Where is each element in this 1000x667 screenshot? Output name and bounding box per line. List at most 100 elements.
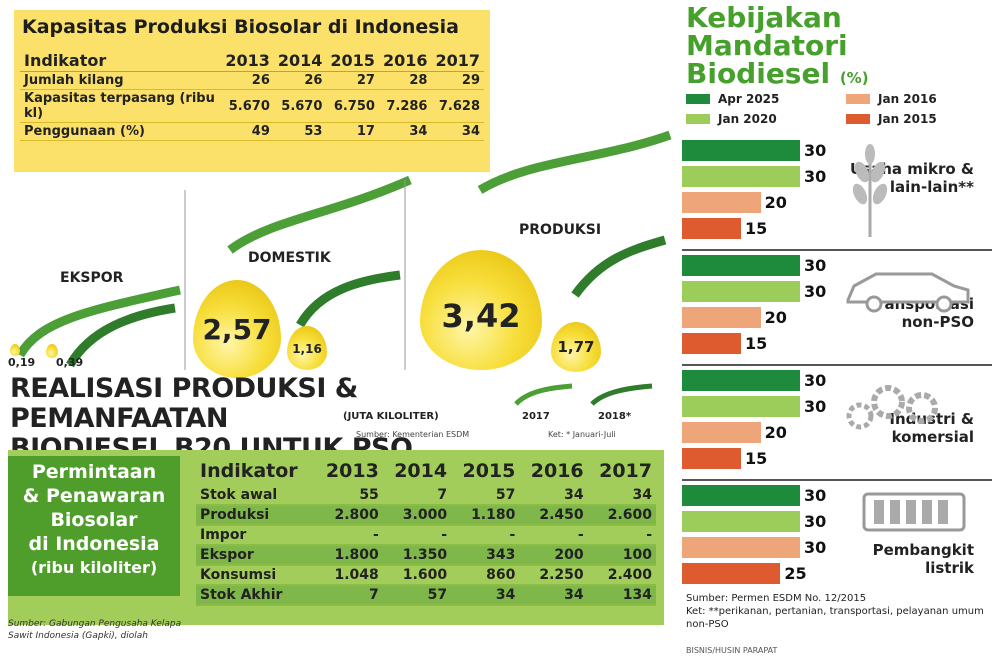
demand-row-value: 55 <box>314 486 383 506</box>
drop-production-2018 <box>551 322 601 372</box>
production-label: PRODUKSI <box>519 222 602 238</box>
demand-row-value: 1.800 <box>314 545 383 566</box>
wheat-icon <box>852 144 888 237</box>
demand-row-value: 100 <box>587 545 656 566</box>
mandatory-title: Kebijakan Mandatori Biodiesel (%) <box>686 4 996 92</box>
hose-production-2017 <box>477 130 672 194</box>
value-domestic-2017: 2,57 <box>202 313 272 346</box>
bar <box>682 396 800 417</box>
bar-value-label: 30 <box>804 538 827 557</box>
demand-table-body: Stok awal 55 7 57 34 34 Produksi 2.800 3.000 1.18… <box>196 486 656 606</box>
demand-row-value: - <box>587 525 656 546</box>
demand-row-value: - <box>519 525 588 546</box>
demand-row-value: 2.600 <box>587 505 656 526</box>
legend-nozzle-2017-icon <box>514 383 573 406</box>
demand-row: Produksi 2.800 3.000 1.180 2.450 2.600 <box>196 505 656 526</box>
legend-2017: 2017 <box>522 411 550 422</box>
demand-row-value: 860 <box>451 565 520 586</box>
demand-row-label: Ekspor <box>196 545 315 566</box>
demand-row-value: 34 <box>587 486 656 506</box>
capacity-row: Penggunaan (%) 49 53 17 34 34 <box>20 122 484 141</box>
bar <box>682 370 800 391</box>
credit: BISNIS/HUSIN PARAPAT <box>686 646 778 655</box>
mandatory-title-line2: Mandatori <box>686 29 848 62</box>
capacity-header-cell: 2013 <box>221 50 274 72</box>
bar-value-label: 30 <box>804 512 827 531</box>
demand-row-value: 34 <box>519 585 588 606</box>
bar <box>682 485 800 506</box>
capacity-row-value: 34 <box>378 122 432 141</box>
bar <box>682 511 800 532</box>
legend-swatch <box>846 114 870 124</box>
capacity-row: Jumlah kilang 26 26 27 28 29 <box>20 71 484 90</box>
demand-title-line: Permintaan <box>31 461 157 483</box>
capacity-row-label: Jumlah kilang <box>20 71 222 90</box>
demand-row-label: Stok awal <box>196 486 315 506</box>
demand-table: Indikator 2013 2014 2015 2016 2017 Stok … <box>196 458 656 606</box>
demand-row-value: 57 <box>451 486 520 506</box>
demand-row-value: 3.000 <box>382 505 452 526</box>
bar-value-label: 20 <box>764 193 787 212</box>
bar-value-label: 30 <box>804 371 827 390</box>
demand-row: Stok Akhir 7 57 34 34 134 <box>196 585 656 606</box>
bar <box>682 563 781 584</box>
demand-row-label: Produksi <box>196 505 315 526</box>
capacity-header-cell: 2014 <box>273 50 327 72</box>
mandatory-notes: Sumber: Permen ESDM No. 12/2015 Ket: **p… <box>686 592 996 631</box>
bar-value-label: 15 <box>745 334 768 353</box>
capacity-row-label: Kapasitas terpasang (ribu kl) <box>20 89 222 123</box>
bar <box>682 333 741 354</box>
demand-row-value: 200 <box>519 545 588 566</box>
mandatory-source: Sumber: Permen ESDM No. 12/2015 <box>686 593 867 604</box>
legend-label: Jan 2020 <box>718 112 777 126</box>
legend-swatch <box>686 94 710 104</box>
legend-label: Apr 2025 <box>718 92 780 106</box>
mandatory-title-line3-text: Biodiesel <box>686 57 831 90</box>
demand-row-value: 2.450 <box>519 505 588 526</box>
mandatory-title-line3: Biodiesel (%) <box>686 60 996 92</box>
group-separator <box>682 364 992 366</box>
nozzle-illustration <box>16 130 672 370</box>
legend-label: Jan 2016 <box>878 92 937 106</box>
demand-header-cell: 2014 <box>394 460 448 482</box>
capacity-row-value: 27 <box>326 71 379 90</box>
car-icon <box>846 272 970 313</box>
demand-row-value: 1.180 <box>451 505 520 526</box>
bar-value-label: 30 <box>804 167 827 186</box>
value-production-2017: 3,42 <box>441 297 521 335</box>
legend-item: Apr 2025 <box>686 92 779 106</box>
capacity-row-value: 53 <box>273 122 327 141</box>
demand-title-line: Biosolar <box>50 509 138 531</box>
demand-row-value: 1.048 <box>314 565 383 586</box>
demand-title-line: (ribu kiloliter) <box>30 558 158 577</box>
demand-row-value: 34 <box>519 486 588 506</box>
demand-row-value: 2.250 <box>519 565 588 586</box>
demand-title-line: & Penawaran <box>22 485 166 507</box>
bar <box>682 166 800 187</box>
value-export-2017: 0,19 <box>8 356 36 369</box>
bar <box>682 281 800 302</box>
capacity-table-body: Jumlah kilang 26 26 27 28 29 Kapasitas terpasa… <box>20 71 484 141</box>
demand-header-row: Indikator 2013 2014 2015 2016 2017 <box>196 458 656 486</box>
capacity-row-value: 5.670 <box>273 89 327 123</box>
group-separator <box>682 479 992 481</box>
drop-domestic-2018 <box>287 326 327 370</box>
category-label: Pembangkit listrik <box>872 541 974 577</box>
capacity-header-cell: 2016 <box>378 50 432 72</box>
demand-row-label: Stok Akhir <box>196 585 315 606</box>
bar-value-label: 15 <box>745 449 768 468</box>
bar-value-label: 30 <box>804 282 827 301</box>
bar-value-label: 20 <box>764 308 787 327</box>
capacity-header-cell: 2017 <box>431 50 484 72</box>
hose-export-2017 <box>16 285 181 358</box>
drop-domestic-2017 <box>193 280 281 378</box>
mandatory-legend: Apr 2025 Jan 2016 Jan 2020 Jan 2015 <box>686 92 996 132</box>
demand-row-value: 7 <box>314 585 383 606</box>
export-label: EKSPOR <box>60 270 124 286</box>
demand-row-value: 2.400 <box>587 565 656 586</box>
gears-icon <box>846 385 938 430</box>
bar-value-label: 30 <box>804 256 827 275</box>
hose-domestic-2018 <box>296 270 401 328</box>
drop-export-2017 <box>10 344 20 356</box>
bar <box>682 537 800 558</box>
